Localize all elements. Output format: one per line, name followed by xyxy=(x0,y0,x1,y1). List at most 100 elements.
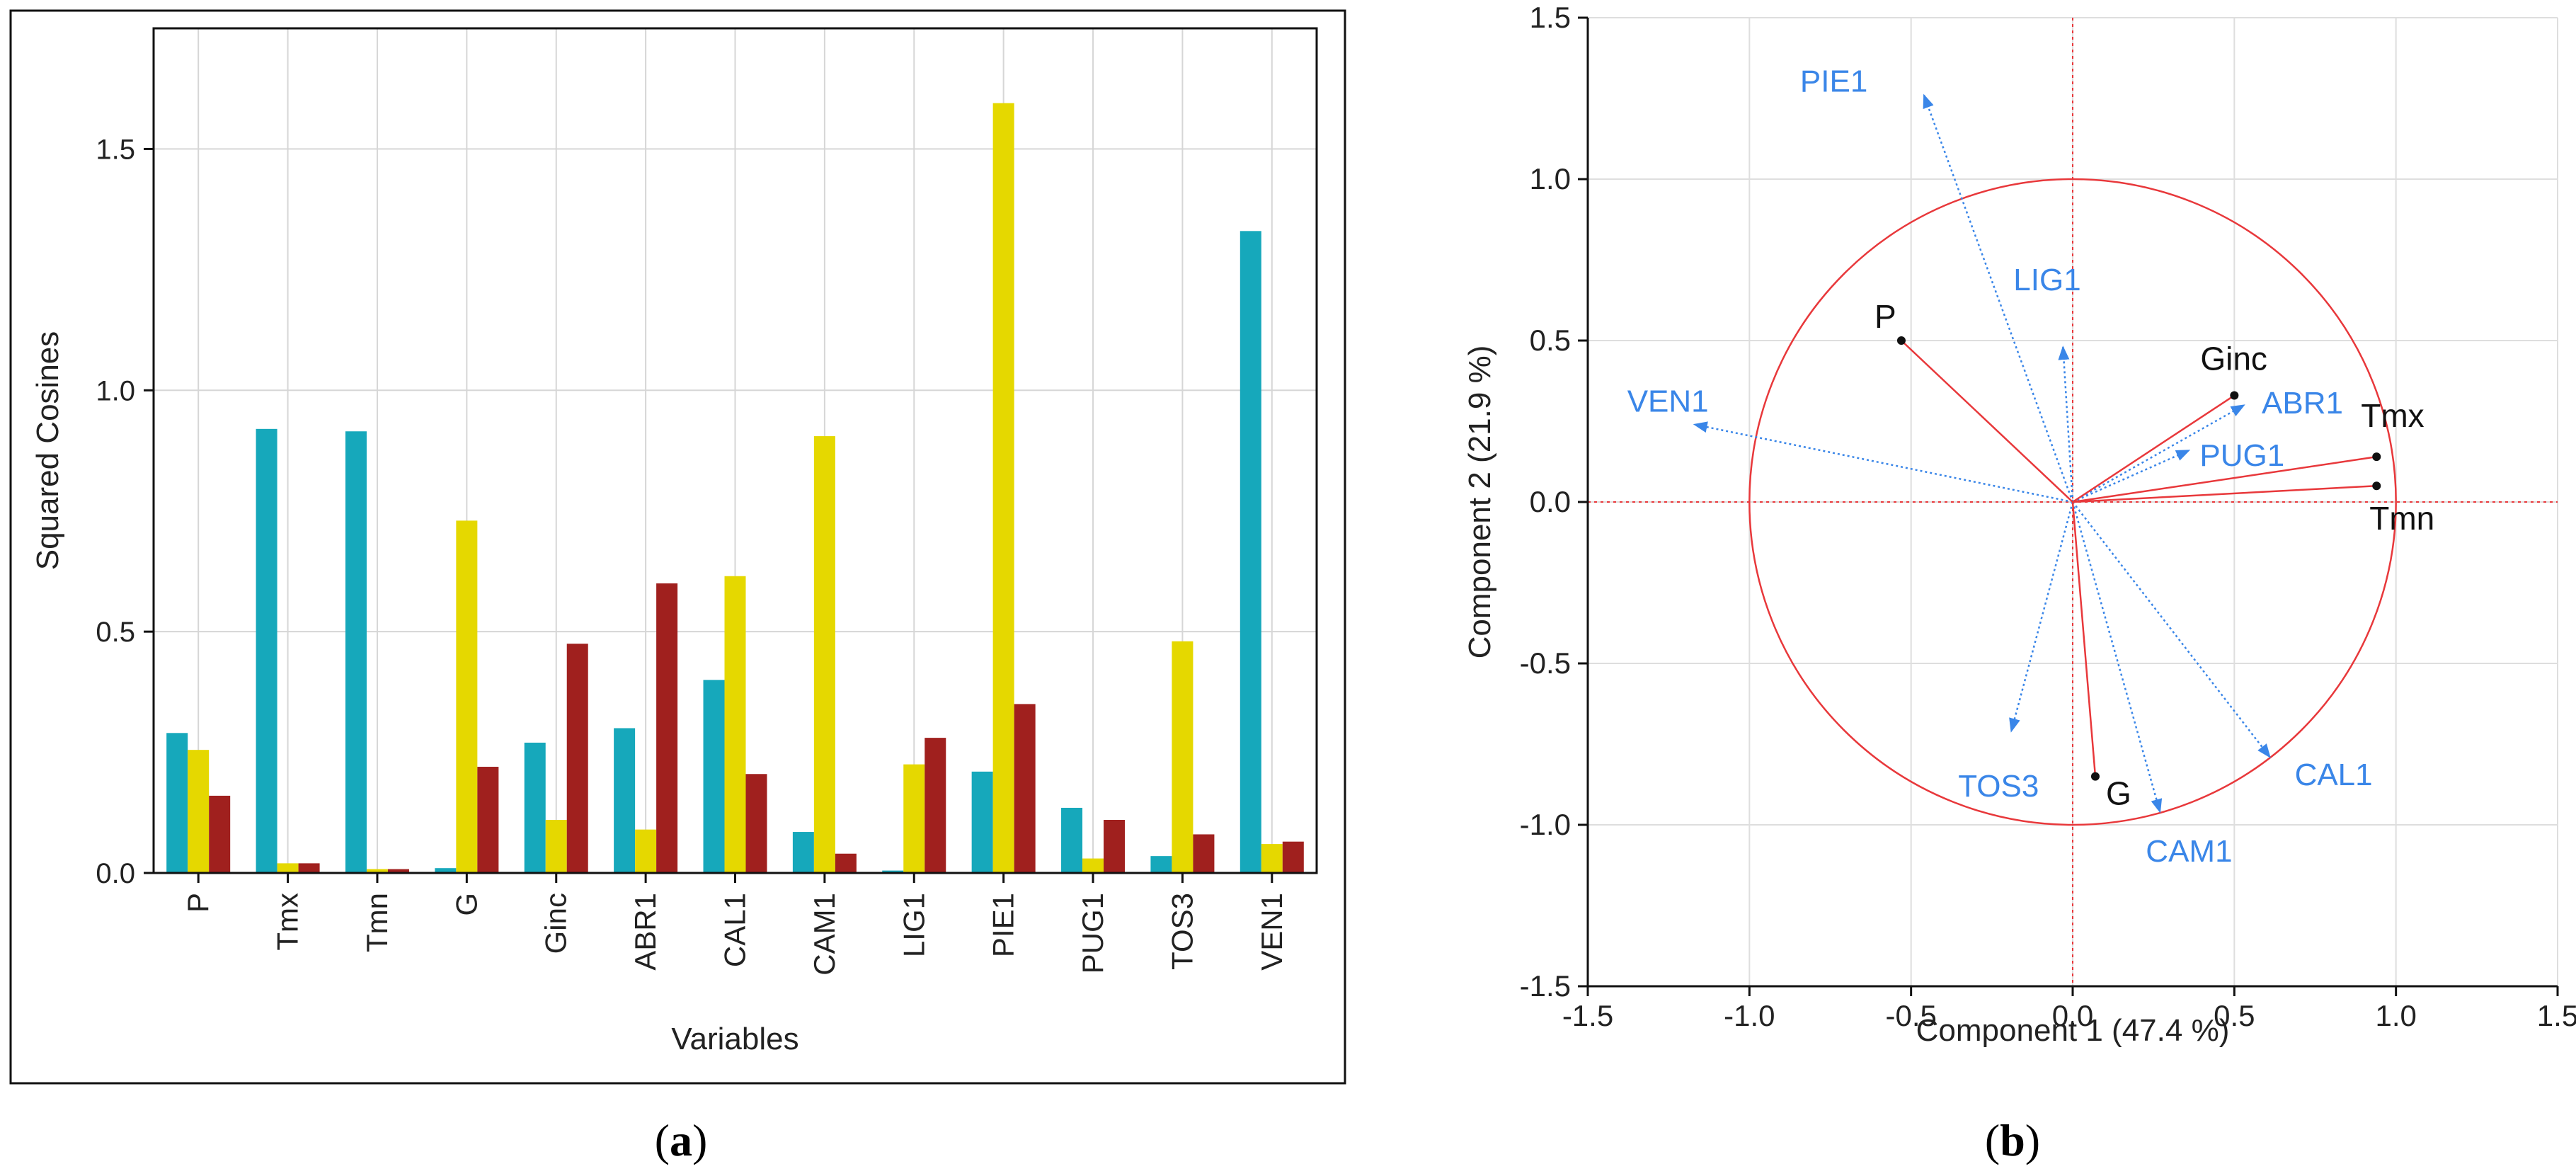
x-tick-label-CAM1: CAM1 xyxy=(808,893,841,976)
bar-G-s2 xyxy=(456,520,478,873)
bar-CAL1-s3 xyxy=(745,774,767,873)
by-tick-label-6: 1.5 xyxy=(1530,1,1571,34)
label-Tmn: Tmn xyxy=(2369,500,2434,537)
by-axis-title: Component 2 (21.9 %) xyxy=(1462,346,1497,659)
label-Ginc: Ginc xyxy=(2200,341,2267,377)
bar-Ginc-s3 xyxy=(566,644,588,873)
x-tick-label-PUG1: PUG1 xyxy=(1076,893,1109,974)
bar-PIE1-s3 xyxy=(1014,704,1036,873)
point-Ginc xyxy=(2230,391,2239,400)
x-tick-label-VEN1: VEN1 xyxy=(1255,893,1288,971)
label-P: P xyxy=(1874,298,1896,335)
y-tick-label-1: 0.5 xyxy=(96,617,135,648)
bar-Tmx-s2 xyxy=(277,863,299,873)
bar-chart-squared-cosines: 0.0 0.5 1.0 1.5 P Tmx Tmn G Ginc ABR1 CAL1 CAM1 LIG1… xyxy=(9,9,1346,1085)
bar-ABR1-s1 xyxy=(614,728,636,873)
label-TOS3: TOS3 xyxy=(1958,769,2039,804)
bar-TOS3-s1 xyxy=(1150,856,1172,873)
by-tick-label-2: -0.5 xyxy=(1520,646,1571,680)
label-G: G xyxy=(2106,775,2131,812)
x-tick-label-PIE1: PIE1 xyxy=(987,893,1020,957)
bar-VEN1-s3 xyxy=(1282,841,1304,873)
x-tick-label-Tmn: Tmn xyxy=(360,893,394,952)
x-tick-label-ABR1: ABR1 xyxy=(629,893,662,971)
biplot-components: -1.5 -1.0 -0.5 0.0 0.5 1.0 1.5 -1.5 -1.0 -0.5 0.0 0… xyxy=(1462,1,2576,1048)
bar-PIE1-s2 xyxy=(992,103,1014,873)
bar-CAL1-s2 xyxy=(724,576,746,873)
arrow-CAL1 xyxy=(2072,501,2271,758)
bar-Tmx-s3 xyxy=(298,863,320,873)
bar-G-s1 xyxy=(435,868,457,873)
by-tick-label-0: -1.5 xyxy=(1520,969,1571,1003)
bar-TOS3-s2 xyxy=(1172,641,1193,873)
bar-LIG1-s1 xyxy=(882,870,904,873)
vector-Tmn xyxy=(2072,484,2377,503)
bx-axis-title: Component 1 (47.4 %) xyxy=(1916,1013,2230,1048)
bar-Tmn-s1 xyxy=(345,431,367,873)
x-tick-label-LIG1: LIG1 xyxy=(897,893,930,957)
bar-CAM1-s3 xyxy=(835,853,857,873)
bx-tick-label-2: -0.5 xyxy=(1885,999,1936,1032)
arrow-PIE1 xyxy=(1923,93,2074,503)
point-Tmx xyxy=(2372,452,2381,462)
label-CAL1: CAL1 xyxy=(2295,758,2373,792)
arrow-ABR1 xyxy=(2072,404,2245,503)
panel-label-a: (a) xyxy=(655,1115,708,1165)
correlation-circle xyxy=(1748,178,2397,826)
arrow-LIG1 xyxy=(2058,346,2074,503)
bar-Tmn-s3 xyxy=(387,869,409,873)
x-tick-label-G: G xyxy=(450,893,483,916)
bar-CAM1-s1 xyxy=(792,832,814,873)
bar-CAL1-s1 xyxy=(703,680,725,873)
bx-tick-label-1: -1.0 xyxy=(1724,999,1775,1032)
bx-tick-label-3: 0.0 xyxy=(2052,999,2093,1032)
y-tick-label-0: 0.0 xyxy=(96,858,135,889)
bar-VEN1-s2 xyxy=(1261,844,1283,873)
by-tick-label-5: 1.0 xyxy=(1530,162,1571,195)
by-tick-label-4: 0.5 xyxy=(1530,324,1571,357)
bar-Tmn-s2 xyxy=(366,869,388,873)
outer-frame xyxy=(9,9,1346,1085)
bar-PUG1-s1 xyxy=(1061,807,1083,873)
bar-LIG1-s2 xyxy=(903,764,925,873)
bar-TOS3-s3 xyxy=(1193,834,1215,873)
point-P xyxy=(1896,336,1906,345)
bar-PUG1-s2 xyxy=(1082,858,1104,873)
bar-ABR1-s3 xyxy=(656,583,678,873)
bar-Ginc-s2 xyxy=(545,820,567,873)
bx-tick-label-0: -1.5 xyxy=(1562,999,1613,1032)
label-ABR1: ABR1 xyxy=(2262,386,2343,421)
label-PIE1: PIE1 xyxy=(1800,64,1867,98)
vector-P xyxy=(1901,340,2073,503)
label-VEN1: VEN1 xyxy=(1627,384,1709,419)
x-axis-title: Variables xyxy=(671,1022,798,1056)
label-CAM1: CAM1 xyxy=(2146,834,2232,869)
bar-VEN1-s1 xyxy=(1240,231,1261,873)
bar-CAM1-s2 xyxy=(813,436,835,873)
label-PUG1: PUG1 xyxy=(2199,438,2284,473)
bx-tick-label-4: 0.5 xyxy=(2214,999,2255,1032)
arrow-PUG1 xyxy=(2072,449,2191,503)
bar-PIE1-s1 xyxy=(971,771,993,873)
arrow-CAM1 xyxy=(2071,501,2163,814)
point-G xyxy=(2090,772,2100,781)
bar-ABR1-s2 xyxy=(635,829,657,873)
arrow-TOS3 xyxy=(2009,501,2074,733)
y-axis-title: Squared Cosines xyxy=(30,331,65,571)
bar-G-s3 xyxy=(477,767,499,873)
x-tick-label-Ginc: Ginc xyxy=(539,893,573,954)
x-tick-label-TOS3: TOS3 xyxy=(1165,893,1198,970)
label-LIG1: LIG1 xyxy=(2013,263,2080,297)
y-tick-label-2: 1.0 xyxy=(96,375,135,406)
vector-G xyxy=(2071,501,2097,777)
x-tick-label-P: P xyxy=(181,893,214,913)
bar-PUG1-s3 xyxy=(1104,820,1126,873)
bar-P-s1 xyxy=(166,733,188,873)
x-tick-label-CAL1: CAL1 xyxy=(719,893,752,967)
bar-P-s2 xyxy=(188,750,210,873)
y-tick-label-3: 1.5 xyxy=(96,134,135,165)
by-tick-label-3: 0.0 xyxy=(1530,485,1571,518)
bar-Ginc-s1 xyxy=(524,742,546,873)
bx-tick-label-6: 1.5 xyxy=(2537,999,2576,1032)
